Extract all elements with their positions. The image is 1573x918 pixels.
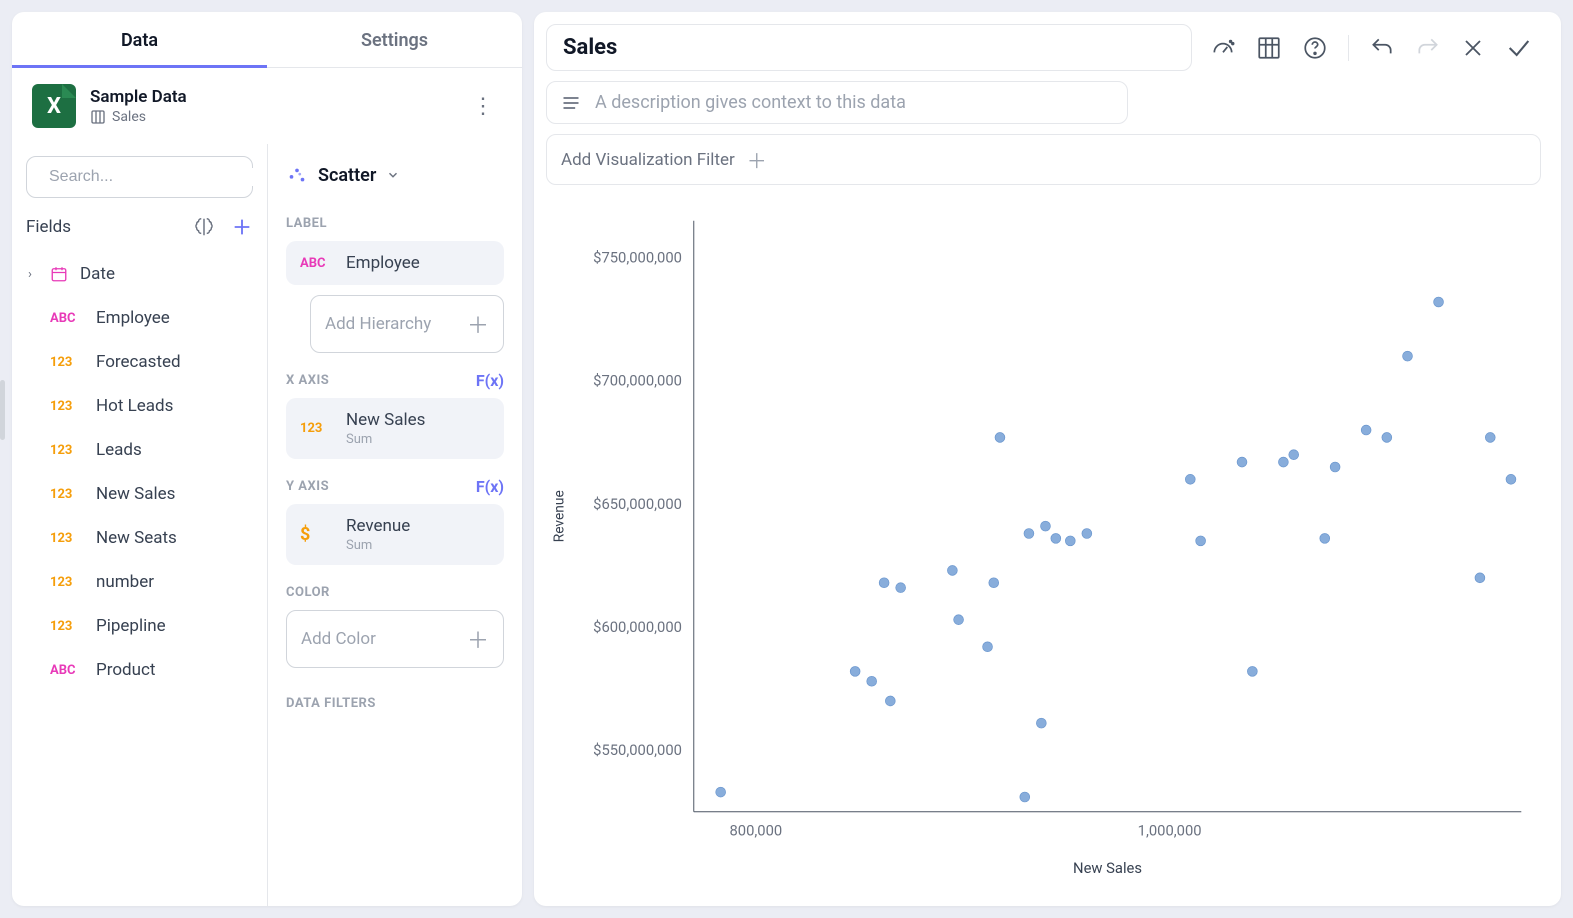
section-label-xaxis: X AXIS [286,373,329,388]
sheet-icon [90,109,106,125]
fields-list: ›Date ABC Employee 123 Forecasted 123 Hot Lead… [26,252,253,692]
field-row[interactable]: ABC Employee [26,296,253,340]
calendar-icon [50,265,68,283]
num-badge: 123 [50,619,84,634]
check-icon[interactable] [1505,34,1533,62]
svg-text:$600,000,000: $600,000,000 [593,618,682,636]
field-row[interactable]: 123 New Sales [26,472,253,516]
num-badge: 123 [50,487,84,502]
field-row[interactable]: 123 Hot Leads [26,384,253,428]
config-column: Scatter LABEL ABC Employee Add Hierarchy… [268,144,522,906]
section-label-datafilters: DATA FILTERS [286,696,504,711]
field-row[interactable]: ›Date [26,252,253,296]
field-row[interactable]: ABC Product [26,648,253,692]
add-hierarchy-button[interactable]: Add Hierarchy ＋ [310,295,504,353]
gauge-icon[interactable] [1210,35,1236,61]
fields-title: Fields [26,217,71,237]
excel-icon: X [32,84,76,128]
toolbar [1202,34,1541,62]
grid-icon[interactable] [1256,35,1282,61]
svg-text:Revenue: Revenue [552,490,568,542]
close-icon[interactable] [1461,36,1485,60]
fx-y-button[interactable]: F(x) [476,477,504,496]
dollar-badge: $ [300,524,334,545]
field-name: New Sales [96,484,175,504]
brain-icon[interactable] [193,216,215,238]
datasource-title: Sample Data [90,87,450,107]
tab-data[interactable]: Data [12,12,267,67]
field-name: Date [80,264,115,284]
search-wrap[interactable] [26,156,253,198]
scatter-chart: $550,000,000 $600,000,000 $650,000,000 $700… [546,199,1541,893]
xaxis-chip[interactable]: 123 New Sales Sum [286,398,504,459]
menu-icon [561,93,581,113]
field-name: Product [96,660,155,680]
label-chip[interactable]: ABC Employee [286,241,504,285]
field-name: Forecasted [96,352,181,372]
left-panel: Data Settings X Sample Data Sales ⋮ [12,12,522,906]
panel-tabs: Data Settings [12,12,522,68]
abc-badge: ABC [50,663,84,678]
field-row[interactable]: 123 New Seats [26,516,253,560]
svg-text:$650,000,000: $650,000,000 [593,495,682,513]
svg-text:$700,000,000: $700,000,000 [593,372,682,390]
chart-type-selector[interactable]: Scatter [286,156,504,206]
search-input[interactable] [49,168,256,186]
num-badge: 123 [50,399,84,414]
svg-text:800,000: 800,000 [729,821,782,839]
field-row[interactable]: 123 Forecasted [26,340,253,384]
add-field-icon[interactable] [231,216,253,238]
section-label-label: LABEL [286,216,504,231]
section-label-yaxis: Y AXIS [286,479,329,494]
tab-settings[interactable]: Settings [267,12,522,67]
num-badge: 123 [300,421,334,436]
num-badge: 123 [50,443,84,458]
add-viz-filter-button[interactable]: Add Visualization Filter ＋ [546,134,1541,185]
description-input[interactable]: A description gives context to this data [546,81,1128,124]
num-badge: 123 [50,355,84,370]
field-name: Leads [96,440,142,460]
add-color-button[interactable]: Add Color ＋ [286,610,504,668]
datasource-sheet: Sales [90,109,450,125]
fields-column: Fields ›Date ABC Employee 123 Forecasted 123 H… [12,144,268,906]
svg-text:1,000,000: 1,000,000 [1138,821,1202,839]
more-button[interactable]: ⋮ [464,90,502,123]
chevron-down-icon [386,168,400,182]
svg-text:$550,000,000: $550,000,000 [593,741,682,759]
page-scrollbar[interactable] [0,380,5,440]
num-badge: 123 [50,575,84,590]
undo-icon[interactable] [1369,35,1395,61]
yaxis-chip[interactable]: $ Revenue Sum [286,504,504,565]
field-name: Pipepline [96,616,166,636]
field-row[interactable]: 123 Pipepline [26,604,253,648]
field-name: New Seats [96,528,177,548]
field-name: number [96,572,154,592]
field-name: Hot Leads [96,396,173,416]
fx-x-button[interactable]: F(x) [476,371,504,390]
chart-area: $550,000,000 $600,000,000 $650,000,000 $700… [546,199,1541,893]
abc-badge: ABC [300,256,334,271]
datasource-header: X Sample Data Sales ⋮ [12,68,522,144]
scatter-icon [286,164,308,186]
svg-text:$750,000,000: $750,000,000 [593,249,682,267]
help-icon[interactable] [1302,35,1328,61]
right-panel: Sales A description gives context to thi… [534,12,1561,906]
field-name: Employee [96,308,170,328]
field-row[interactable]: 123 Leads [26,428,253,472]
section-label-color: COLOR [286,585,504,600]
field-row[interactable]: 123 number [26,560,253,604]
svg-text:New Sales: New Sales [1073,859,1142,877]
redo-icon[interactable] [1415,35,1441,61]
viz-title-input[interactable]: Sales [546,24,1192,71]
num-badge: 123 [50,531,84,546]
abc-badge: ABC [50,311,84,326]
